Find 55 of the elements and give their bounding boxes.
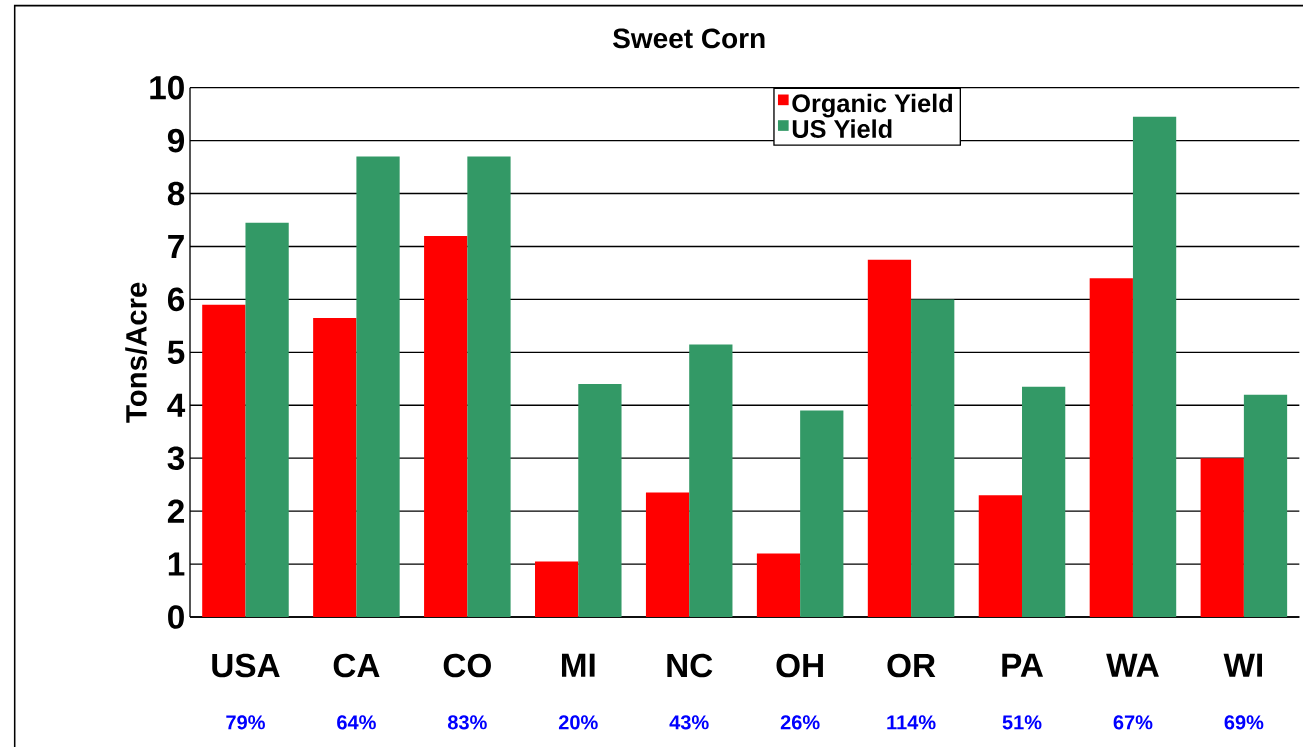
bar [313,317,357,617]
bar [467,156,511,617]
x-tick-label: OH [776,653,823,678]
text: 26% [780,715,820,730]
text: 64% [337,715,376,730]
text: 43% [669,715,709,730]
x-tick-label: OR [887,653,936,678]
y-tick-label: 2 [167,499,184,523]
bar [424,235,468,617]
x-tick-label: WA [1106,653,1159,677]
y-tick-label: 3 [167,446,185,471]
bar [1243,394,1288,617]
x-tick-label: PA [1002,653,1044,677]
text: 20% [558,715,598,730]
y-tick-label: 5 [167,340,185,364]
bar [245,222,289,617]
bar [356,156,400,617]
y-tick-label: 7 [168,234,184,258]
bar [978,495,1023,617]
text: 114% [887,715,936,730]
text: 83% [447,715,487,730]
y-tick-label: 4 [167,393,186,417]
bar [1022,386,1066,617]
chart-title: Sweet Corn [613,28,765,49]
bar [535,561,579,617]
x-tick-label: USA [212,653,280,678]
bar [1200,458,1244,617]
y-tick-label: 0 [168,605,184,629]
bar [1132,116,1177,617]
x-tick-label: CA [333,653,380,678]
bar [867,259,912,617]
bar [202,304,246,617]
legend-label: US Yield [792,119,892,138]
bar [645,492,690,617]
y-tick-label: 8 [167,181,185,206]
x-tick-label: MI [562,653,595,677]
x-tick-label: WI [1223,653,1263,677]
y-tick-label: 10 [150,75,184,100]
bar [800,410,844,617]
bar [756,553,801,617]
text: 67% [1113,715,1153,730]
legend-label: Organic Yield [792,93,953,118]
text: 69% [1224,715,1264,730]
bar [1089,278,1133,617]
x-tick-label: CO [443,653,491,678]
bar [578,384,622,617]
text: 79% [226,715,265,730]
y-tick-label: 6 [167,287,185,312]
text: 51% [1002,715,1042,730]
y-tick-label: 9 [167,128,185,153]
bar [689,344,733,617]
x-tick-label: NC [667,653,713,678]
bar [911,299,955,617]
y-tick-label: 1 [168,552,185,576]
y-axis-title: Tons/Acre [125,282,148,423]
